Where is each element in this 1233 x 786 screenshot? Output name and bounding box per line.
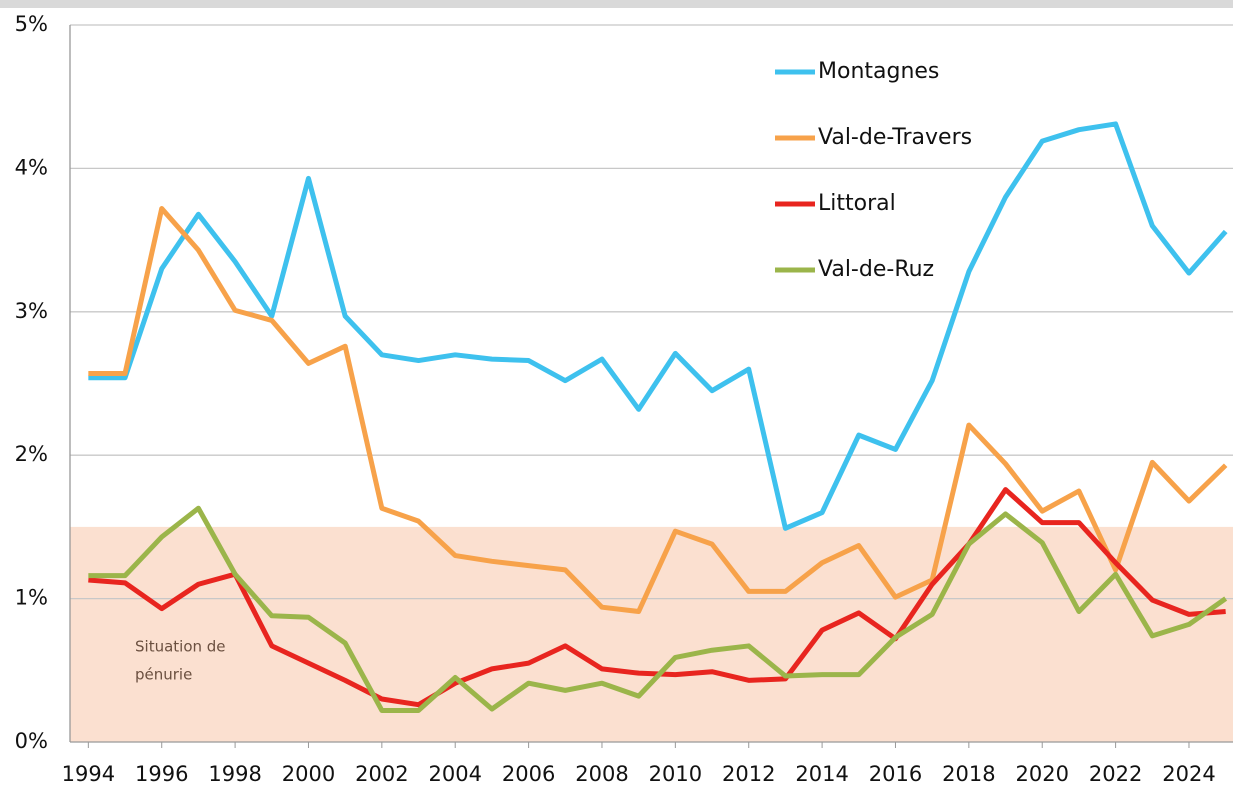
x-tick-label: 2014	[795, 762, 848, 786]
x-tick-label: 2006	[502, 762, 555, 786]
x-tick-label: 2002	[355, 762, 408, 786]
series-line	[88, 121, 1228, 531]
top-strip	[0, 0, 1233, 8]
x-tick-label: 2010	[649, 762, 702, 786]
x-tick-label: 1998	[208, 762, 261, 786]
x-tick-label: 2024	[1162, 762, 1215, 786]
x-tick-label: 1994	[62, 762, 115, 786]
shortage-band	[70, 526, 1233, 742]
legend-label: Val-de-Travers	[818, 125, 972, 150]
x-tick-label: 2020	[1015, 762, 1068, 786]
band-label: Situation de	[135, 638, 226, 656]
x-tick-label: 2004	[428, 762, 481, 786]
series-line	[88, 505, 1228, 713]
legend-label: Littoral	[818, 191, 896, 216]
x-tick-label: 2000	[282, 762, 335, 786]
y-tick-label: 0%	[15, 729, 48, 753]
y-tick-label: 2%	[15, 442, 48, 466]
legend-label: Val-de-Ruz	[818, 257, 934, 282]
x-tick-label: 2016	[869, 762, 922, 786]
x-tick-label: 2022	[1089, 762, 1142, 786]
x-tick-label: 2008	[575, 762, 628, 786]
x-tick-label: 1996	[135, 762, 188, 786]
y-tick-label: 5%	[15, 12, 48, 36]
series-line	[88, 206, 1228, 615]
band-label: pénurie	[135, 666, 192, 684]
legend-label: Montagnes	[818, 59, 939, 84]
y-tick-label: 4%	[15, 155, 48, 179]
x-tick-label: 2018	[942, 762, 995, 786]
y-tick-label: 1%	[15, 586, 48, 610]
x-tick-label: 2012	[722, 762, 775, 786]
y-tick-label: 3%	[15, 299, 48, 323]
